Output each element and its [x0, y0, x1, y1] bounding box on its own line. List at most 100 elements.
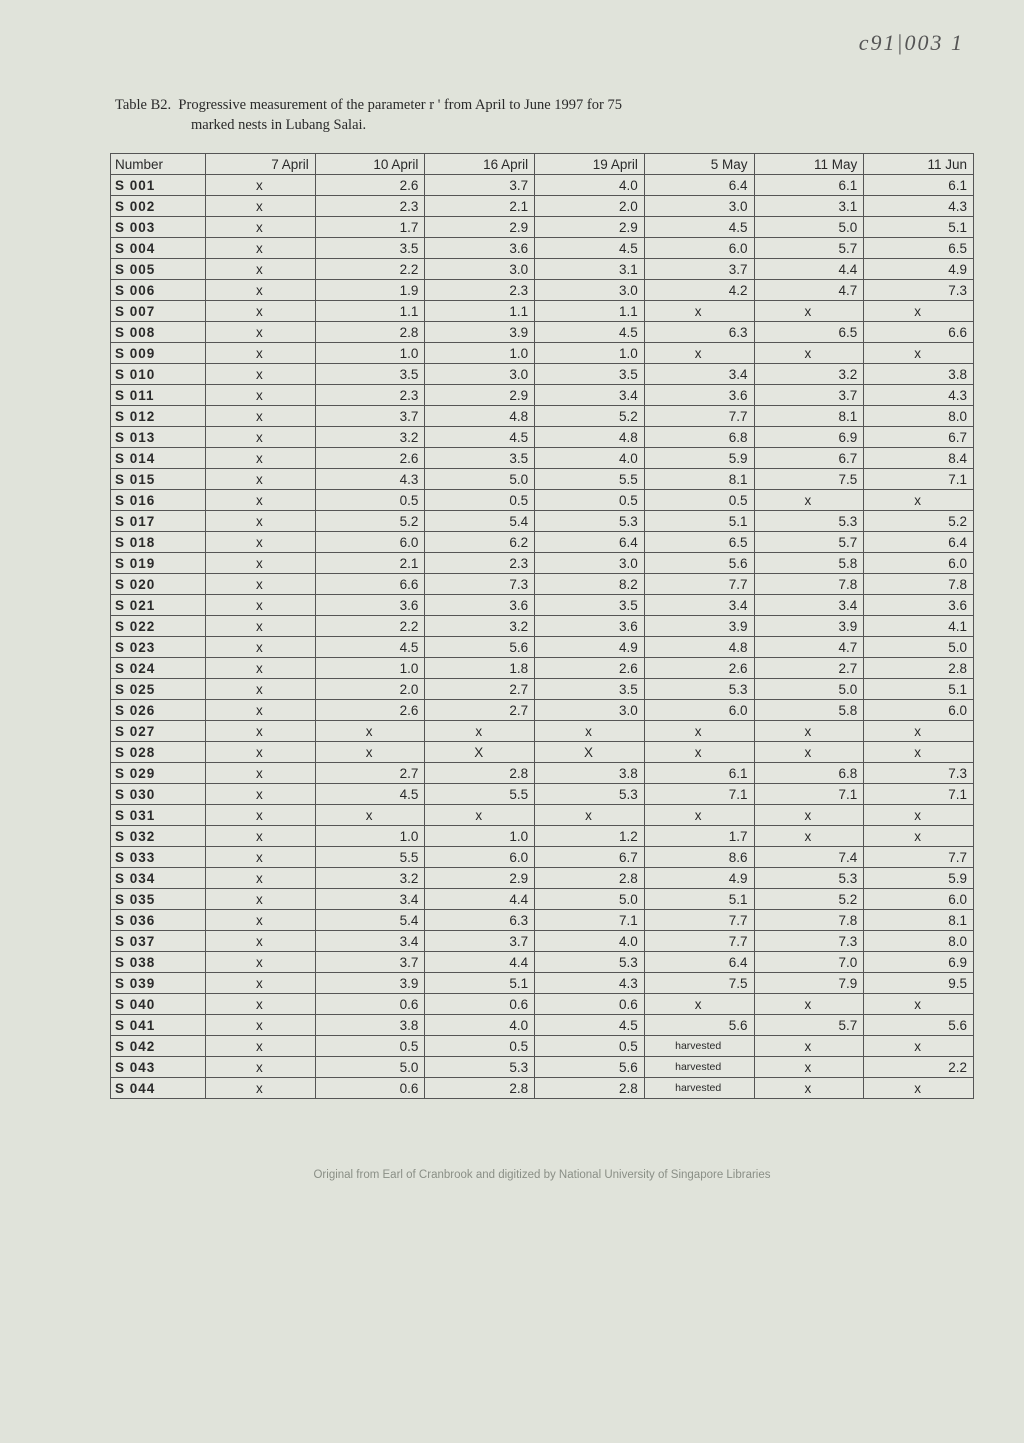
- data-cell: x: [206, 721, 316, 742]
- data-cell: x: [864, 721, 974, 742]
- column-header: 10 April: [315, 154, 425, 175]
- data-cell: 3.7: [315, 406, 425, 427]
- handwritten-annotation: c91|003 1: [110, 30, 974, 56]
- row-id-cell: S 008: [111, 322, 206, 343]
- table-row: S 040x0.60.60.6xxx: [111, 994, 974, 1015]
- row-id-cell: S 007: [111, 301, 206, 322]
- data-cell: 3.1: [754, 196, 864, 217]
- row-id-cell: S 028: [111, 742, 206, 763]
- data-cell: 5.0: [535, 889, 645, 910]
- column-header: Number: [111, 154, 206, 175]
- data-cell: 6.0: [864, 553, 974, 574]
- data-cell: 3.4: [644, 364, 754, 385]
- data-cell: 4.7: [754, 280, 864, 301]
- data-cell: 2.1: [315, 553, 425, 574]
- table-row: S 037x3.43.74.07.77.38.0: [111, 931, 974, 952]
- data-cell: 5.4: [425, 511, 535, 532]
- data-cell: x: [644, 301, 754, 322]
- data-cell: 5.2: [535, 406, 645, 427]
- table-row: S 044x0.62.82.8harvestedxx: [111, 1078, 974, 1099]
- data-cell: 5.0: [425, 469, 535, 490]
- data-cell: x: [864, 1078, 974, 1099]
- data-cell: 7.8: [754, 910, 864, 931]
- data-cell: x: [206, 826, 316, 847]
- row-id-cell: S 038: [111, 952, 206, 973]
- data-cell: 6.1: [864, 175, 974, 196]
- data-cell: 0.6: [535, 994, 645, 1015]
- data-cell: 3.5: [535, 364, 645, 385]
- data-cell: 4.3: [864, 196, 974, 217]
- data-cell: 2.6: [315, 700, 425, 721]
- table-row: S 014x2.63.54.05.96.78.4: [111, 448, 974, 469]
- data-cell: 3.6: [644, 385, 754, 406]
- row-id-cell: S 006: [111, 280, 206, 301]
- data-cell: 5.7: [754, 1015, 864, 1036]
- data-cell: 4.0: [425, 1015, 535, 1036]
- data-cell: x: [206, 805, 316, 826]
- data-cell: x: [206, 511, 316, 532]
- table-row: S 015x4.35.05.58.17.57.1: [111, 469, 974, 490]
- data-cell: 4.4: [425, 952, 535, 973]
- data-cell: 7.3: [864, 763, 974, 784]
- data-cell: 8.0: [864, 406, 974, 427]
- row-id-cell: S 014: [111, 448, 206, 469]
- data-cell: 3.0: [535, 553, 645, 574]
- table-row: S 004x3.53.64.56.05.76.5: [111, 238, 974, 259]
- table-row: S 016x0.50.50.50.5xx: [111, 490, 974, 511]
- data-cell: x: [206, 427, 316, 448]
- data-cell: 7.1: [754, 784, 864, 805]
- data-cell: 3.8: [535, 763, 645, 784]
- data-cell: 4.7: [754, 637, 864, 658]
- table-row: S 013x3.24.54.86.86.96.7: [111, 427, 974, 448]
- data-cell: 7.8: [754, 574, 864, 595]
- data-cell: 9.5: [864, 973, 974, 994]
- data-cell: 3.5: [315, 238, 425, 259]
- data-cell: 1.0: [315, 658, 425, 679]
- data-cell: x: [206, 175, 316, 196]
- table-row: S 009x1.01.01.0xxx: [111, 343, 974, 364]
- table-row: S 002x2.32.12.03.03.14.3: [111, 196, 974, 217]
- data-cell: 2.6: [535, 658, 645, 679]
- data-cell: 4.3: [864, 385, 974, 406]
- data-cell: 3.6: [425, 595, 535, 616]
- data-cell: 5.2: [315, 511, 425, 532]
- data-cell: x: [206, 322, 316, 343]
- column-header: 5 May: [644, 154, 754, 175]
- data-cell: 8.1: [644, 469, 754, 490]
- data-cell: 4.0: [535, 175, 645, 196]
- data-cell: x: [206, 637, 316, 658]
- data-cell: x: [206, 280, 316, 301]
- data-cell: 7.7: [644, 910, 754, 931]
- data-cell: x: [206, 931, 316, 952]
- data-cell: x: [206, 847, 316, 868]
- footer-attribution: Original from Earl of Cranbrook and digi…: [110, 1169, 974, 1181]
- data-cell: x: [864, 343, 974, 364]
- data-cell: 6.0: [315, 532, 425, 553]
- data-cell: 6.5: [644, 532, 754, 553]
- table-row: S 034x3.22.92.84.95.35.9: [111, 868, 974, 889]
- data-cell: 3.0: [425, 364, 535, 385]
- caption-line1: Progressive measurement of the parameter…: [178, 97, 622, 113]
- row-id-cell: S 029: [111, 763, 206, 784]
- data-cell: 3.0: [425, 259, 535, 280]
- data-cell: 4.4: [425, 889, 535, 910]
- data-cell: 0.5: [535, 1036, 645, 1057]
- table-row: S 003x1.72.92.94.55.05.1: [111, 217, 974, 238]
- table-row: S 007x1.11.11.1xxx: [111, 301, 974, 322]
- data-cell: 0.5: [315, 490, 425, 511]
- table-row: S 010x3.53.03.53.43.23.8: [111, 364, 974, 385]
- data-cell: 7.1: [864, 784, 974, 805]
- data-cell: 0.5: [535, 490, 645, 511]
- data-cell: 1.2: [535, 826, 645, 847]
- data-cell: 6.5: [754, 322, 864, 343]
- data-cell: 5.3: [535, 952, 645, 973]
- data-cell: x: [864, 994, 974, 1015]
- data-cell: 3.8: [315, 1015, 425, 1036]
- data-cell: 5.4: [315, 910, 425, 931]
- row-id-cell: S 036: [111, 910, 206, 931]
- data-cell: 3.7: [425, 175, 535, 196]
- data-cell: 3.4: [644, 595, 754, 616]
- data-cell: 4.8: [535, 427, 645, 448]
- data-cell: 4.5: [315, 637, 425, 658]
- data-cell: 3.6: [535, 616, 645, 637]
